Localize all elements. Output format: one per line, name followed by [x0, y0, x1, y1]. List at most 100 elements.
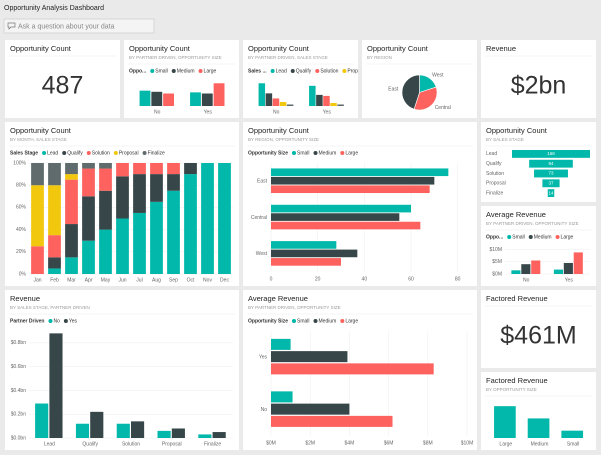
bar [271, 241, 337, 249]
legend-entry: Finalize [148, 150, 165, 156]
qa-box[interactable] [3, 18, 155, 34]
bar-segment [65, 163, 78, 175]
legend-entry: Yes [69, 318, 78, 324]
y-tick-label: 40% [16, 227, 27, 233]
bar-segment [99, 163, 112, 169]
tile-title: Average Revenue [248, 294, 308, 303]
bar-segment [167, 174, 180, 191]
legend-swatch [313, 151, 318, 155]
y-tick-label: $5M [492, 259, 502, 265]
legend-entry: Medium [319, 150, 337, 156]
y-tick-label: No [261, 407, 268, 413]
bar-segment [31, 163, 44, 186]
y-tick-label: 60% [16, 205, 27, 211]
tile[interactable]: Opportunity Count BY PARTNER DRIVEN, SALE… [243, 40, 394, 118]
tile[interactable]: Factored Revenue $461M [481, 290, 596, 368]
x-tick-label: Yes [323, 109, 332, 115]
tile[interactable]: Revenue BY SALES STAGE, PARTNER DRIVEN Par… [5, 290, 239, 450]
bar-segment [99, 229, 112, 274]
legend-swatch [142, 151, 147, 155]
bar [271, 185, 430, 194]
funnel-value: 14 [548, 190, 554, 195]
legend-swatch [290, 69, 295, 73]
x-tick-label: Jul [136, 277, 142, 283]
slice-label: Central [435, 105, 451, 111]
x-tick-label: No [154, 109, 161, 115]
y-tick-label: $0.8bn [11, 340, 27, 346]
legend-entry: Small [297, 150, 310, 156]
y-tick-label: 80% [16, 183, 27, 189]
stage-label: Qualify [486, 161, 502, 167]
tile-subtitle: BY SALES STAGE [486, 137, 524, 142]
bar [271, 391, 293, 403]
tile[interactable]: Opportunity Count BY REGION West Central Eas… [362, 40, 477, 118]
pie-slice [401, 74, 420, 110]
tile[interactable]: Factored Revenue BY OPPORTUNITY SIZE Large… [481, 372, 596, 450]
bar [271, 168, 449, 177]
legend-swatch [292, 151, 296, 155]
bar [330, 102, 337, 106]
bar-segment [184, 174, 197, 274]
bar-segment [150, 174, 163, 202]
x-tick-label: 20 [315, 276, 321, 282]
x-tick-label: Dec [220, 277, 229, 283]
x-tick-label: Jan [33, 277, 41, 283]
bar [271, 213, 400, 221]
bar-segment [48, 257, 61, 269]
bar-segment [218, 163, 231, 274]
x-tick-label: Aug [152, 277, 161, 283]
tile[interactable]: Opportunity Count BY SALES STAGE Lead 168 Qu… [481, 122, 596, 202]
bar-segment [133, 163, 146, 175]
card-value: $2bn [511, 72, 567, 100]
legend-swatch [113, 151, 118, 155]
legend-title: Opportunity Size [248, 318, 288, 324]
x-tick-label: May [101, 277, 111, 283]
legend-swatch [340, 319, 345, 323]
tile-subtitle: BY REGION, OPPORTUNITY SIZE [248, 137, 319, 142]
bar [49, 333, 63, 438]
x-tick-label: $6M [384, 440, 394, 446]
y-tick-label: 0% [19, 271, 27, 277]
tile-title: Factored Revenue [486, 376, 548, 385]
bar-segment [82, 240, 95, 274]
y-tick-label: $0M [492, 271, 502, 277]
tile[interactable]: Average Revenue BY PARTNER DRIVEN, OPPORT… [243, 290, 477, 450]
qa-icon [7, 22, 16, 30]
funnel-value: 94 [548, 161, 554, 166]
funnel-value: 37 [548, 180, 554, 185]
tile-subtitle: BY SALES STAGE, PARTNER DRIVEN [10, 305, 90, 310]
bar [201, 93, 213, 106]
tile[interactable]: Opportunity Count BY PARTNER DRIVEN, OPPO… [124, 40, 239, 118]
bar-segment [48, 235, 61, 258]
bar [271, 204, 411, 213]
tile-title: Opportunity Count [248, 126, 310, 135]
qa-placeholder[interactable]: Ask a question about your data [18, 23, 115, 30]
bar [316, 94, 323, 106]
bar-segment [116, 218, 129, 274]
tile[interactable]: Revenue $2bn [481, 40, 596, 118]
x-tick-label: Apr [85, 277, 93, 283]
funnel-bar [512, 149, 590, 158]
x-tick-label: Feb [50, 277, 59, 283]
bar [171, 428, 185, 438]
x-tick-label: Finalize [204, 441, 221, 447]
x-tick-label: 60 [408, 276, 414, 282]
bar-segment [167, 163, 180, 175]
funnel-bar [542, 179, 560, 188]
bar [271, 338, 291, 350]
slice-label: West [432, 72, 444, 78]
tile[interactable]: Opportunity Count 487 [5, 40, 120, 118]
tile[interactable]: Average Revenue BY PARTNER DRIVEN, OPPORT… [481, 206, 596, 286]
bar-segment [31, 185, 44, 247]
funnel-value: 73 [548, 171, 554, 176]
tile[interactable]: Opportunity Count BY MONTH, SALES STAGE Sa… [5, 122, 239, 286]
bar [198, 434, 212, 438]
pie-slice [413, 86, 438, 111]
tile[interactable]: Opportunity Count BY REGION, OPPORTUNITY … [243, 122, 477, 286]
y-tick-label: $0.2bn [11, 412, 27, 418]
bar [212, 432, 226, 438]
bar-segment [133, 174, 146, 213]
bar-segment [116, 163, 129, 177]
legend-entry: Medium [319, 318, 337, 324]
legend-swatch [340, 151, 345, 155]
